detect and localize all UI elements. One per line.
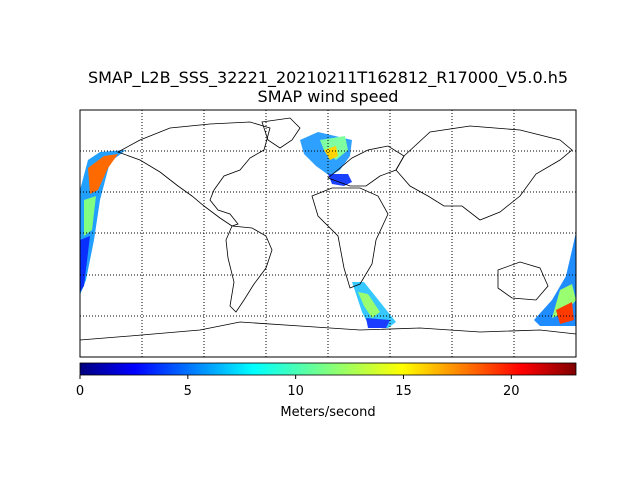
swath-south-atlantic-core	[358, 292, 380, 318]
colorbar-tick-label: 5	[184, 384, 192, 399]
map-frame	[79, 109, 577, 358]
coast-asia	[395, 125, 573, 221]
coast-north-america	[117, 121, 271, 227]
swath-sw-pacific-hot	[556, 302, 574, 324]
colorbar-tick-label: 20	[503, 384, 520, 399]
figure-subtitle: SMAP wind speed	[258, 87, 399, 106]
world-map	[79, 109, 577, 358]
figure-title: SMAP_L2B_SSS_32221_20210211T162812_R1700…	[88, 68, 568, 88]
swath-north-atlantic-south	[328, 174, 352, 186]
swath-east-pacific-hot	[88, 154, 118, 194]
swath-east-pacific-warm	[84, 196, 96, 236]
swath-layer	[80, 132, 576, 328]
colorbar-label: Meters/second	[280, 405, 375, 420]
colorbar-gradient	[79, 362, 577, 376]
coast-greenland	[261, 117, 301, 149]
coast-africa	[311, 187, 389, 289]
coast-australia	[497, 261, 549, 301]
colorbar-tick-label: 10	[287, 384, 304, 399]
swath-east-pacific-low	[80, 236, 90, 292]
colorbar-tick-label: 0	[76, 384, 84, 399]
coast-antarctica	[80, 321, 576, 341]
coastlines	[80, 117, 576, 341]
swath-south-atlantic-low	[366, 318, 390, 328]
colorbar-ticks: 0 5 10 15 20	[76, 375, 520, 399]
colorbar: 0 5 10 15 20 Meters/second	[76, 362, 577, 420]
graticule	[80, 110, 576, 357]
colorbar-tick-label: 15	[395, 384, 412, 399]
